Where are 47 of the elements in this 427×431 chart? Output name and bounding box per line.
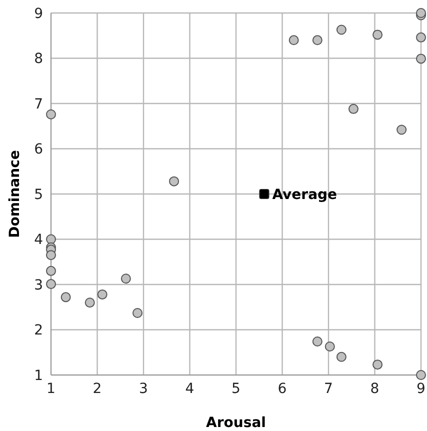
point xyxy=(312,35,322,46)
point xyxy=(288,35,299,46)
y-tick-label: 5 xyxy=(34,186,43,203)
point xyxy=(46,234,56,244)
y-tick-label: 1 xyxy=(34,368,43,384)
point xyxy=(132,308,142,318)
point xyxy=(120,274,131,284)
series-label: Average xyxy=(272,187,338,203)
point xyxy=(46,109,56,120)
y-tick-label: 9 xyxy=(34,6,43,22)
y-tick-label: 2 xyxy=(34,322,43,339)
y-tick-label: 4 xyxy=(34,232,44,248)
point xyxy=(46,266,56,276)
point xyxy=(416,32,426,42)
x-tick-label: 4 xyxy=(185,380,194,397)
y-tick-label: 3 xyxy=(34,277,43,294)
point xyxy=(46,250,56,260)
x-tick-label: 3 xyxy=(139,380,148,397)
point xyxy=(259,189,270,199)
x-tick-label: 1 xyxy=(46,380,56,397)
x-tick-label: 7 xyxy=(324,380,333,397)
x-tick-label: 2 xyxy=(92,380,102,397)
point xyxy=(396,124,407,135)
point xyxy=(169,176,180,186)
point xyxy=(324,341,335,352)
point xyxy=(336,24,346,35)
y-tick-label: 6 xyxy=(34,142,44,158)
y-tick-label: 7 xyxy=(34,96,43,112)
x-tick-label: 9 xyxy=(416,380,426,397)
x-tick-label: 8 xyxy=(370,380,380,397)
point xyxy=(46,279,56,290)
point xyxy=(416,8,426,18)
y-axis-title: Dominance xyxy=(6,150,23,238)
point xyxy=(312,336,322,347)
y-tick-label: 8 xyxy=(34,51,43,68)
point xyxy=(348,104,358,114)
point xyxy=(336,352,346,362)
x-axis-title: Arousal xyxy=(206,415,266,431)
point xyxy=(84,298,95,308)
point xyxy=(416,54,426,64)
point xyxy=(372,360,383,370)
point xyxy=(416,370,426,380)
x-tick-label: 6 xyxy=(278,380,287,397)
point xyxy=(60,292,71,302)
point xyxy=(97,289,108,300)
point xyxy=(372,30,383,40)
x-tick-label: 5 xyxy=(232,380,240,397)
